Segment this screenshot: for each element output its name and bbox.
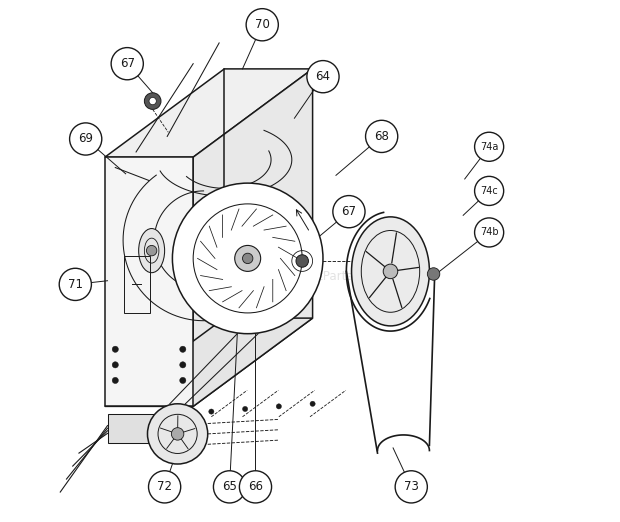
Circle shape [395, 471, 427, 503]
Text: 66: 66 [248, 480, 263, 493]
Text: 69: 69 [78, 133, 93, 146]
Circle shape [474, 176, 503, 206]
Circle shape [242, 407, 248, 411]
Text: 70: 70 [255, 18, 270, 31]
Circle shape [239, 471, 272, 503]
Circle shape [111, 48, 143, 80]
Text: 68: 68 [374, 130, 389, 143]
Circle shape [149, 98, 156, 105]
Circle shape [310, 401, 315, 407]
Circle shape [180, 377, 186, 384]
Circle shape [148, 404, 208, 464]
Text: 67: 67 [342, 205, 356, 218]
Circle shape [235, 245, 260, 271]
Polygon shape [193, 69, 312, 407]
Circle shape [427, 268, 440, 280]
Circle shape [296, 255, 308, 267]
Circle shape [307, 61, 339, 93]
Text: 65: 65 [222, 480, 237, 493]
Polygon shape [105, 157, 193, 407]
Circle shape [112, 362, 118, 368]
Circle shape [69, 123, 102, 155]
Bar [124, 256, 150, 313]
Ellipse shape [139, 229, 165, 272]
Circle shape [180, 346, 186, 352]
Circle shape [213, 471, 246, 503]
Circle shape [149, 471, 180, 503]
Bar [107, 413, 154, 443]
Circle shape [474, 218, 503, 247]
Text: eReplacementParts.com: eReplacementParts.com [238, 270, 382, 283]
Circle shape [112, 346, 118, 352]
Circle shape [171, 428, 184, 440]
Circle shape [277, 404, 281, 409]
Circle shape [144, 93, 161, 110]
Circle shape [366, 120, 398, 152]
Circle shape [180, 362, 186, 368]
Circle shape [209, 409, 214, 414]
Text: 74a: 74a [480, 142, 498, 152]
Text: 74c: 74c [480, 186, 498, 196]
Circle shape [172, 183, 323, 334]
Circle shape [474, 132, 503, 161]
Circle shape [246, 9, 278, 41]
Circle shape [112, 377, 118, 384]
Text: 67: 67 [120, 57, 135, 70]
Text: 74b: 74b [480, 228, 498, 238]
Circle shape [60, 268, 91, 301]
Circle shape [333, 196, 365, 228]
Text: 71: 71 [68, 278, 83, 291]
Ellipse shape [352, 217, 430, 326]
Circle shape [146, 245, 157, 256]
Text: 64: 64 [316, 70, 330, 83]
Text: 72: 72 [157, 480, 172, 493]
Circle shape [242, 253, 253, 264]
Text: 73: 73 [404, 480, 418, 493]
Polygon shape [105, 318, 312, 407]
Circle shape [383, 264, 398, 279]
Polygon shape [105, 69, 312, 157]
